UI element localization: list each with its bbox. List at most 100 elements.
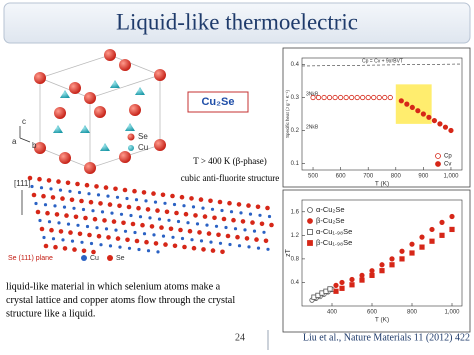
axis-label: b <box>32 141 37 150</box>
cu-atom <box>144 199 148 203</box>
data-point <box>442 124 449 130</box>
data-point <box>419 244 425 250</box>
se-atom <box>62 246 68 251</box>
cu-atom <box>53 125 63 133</box>
se-atom <box>84 182 90 188</box>
data-point <box>333 282 339 288</box>
data-point <box>399 248 405 254</box>
se-atom <box>60 196 65 201</box>
se-atom <box>121 220 126 226</box>
data-point <box>419 234 425 240</box>
se-atom <box>45 210 50 216</box>
cu-atom <box>118 245 122 249</box>
se-atom <box>83 215 88 221</box>
se-atom <box>160 192 166 198</box>
se-atom <box>164 209 170 215</box>
x-tick-label: 900 <box>418 174 429 180</box>
se-atom <box>113 186 118 192</box>
data-point <box>315 94 322 101</box>
cu-atom <box>172 202 177 207</box>
y-tick-label: 0.2 <box>291 128 300 134</box>
cu-atom <box>214 224 219 228</box>
cu-atom <box>110 80 120 88</box>
data-point <box>415 108 421 114</box>
se-atom <box>102 218 107 223</box>
se-atom <box>151 191 156 196</box>
plot-area <box>301 199 463 307</box>
se-atom <box>217 199 223 205</box>
se-atom <box>34 72 46 84</box>
data-point <box>359 277 365 283</box>
cu-atom <box>163 201 167 205</box>
cu-atom <box>95 226 99 230</box>
data-point <box>339 279 345 286</box>
data-point <box>382 94 388 101</box>
se-atom <box>103 185 109 190</box>
axis-arrow <box>19 137 31 143</box>
data-point <box>439 219 445 225</box>
cu-atom <box>80 240 84 244</box>
legend-label: Cp <box>444 154 452 160</box>
cu-atom <box>30 184 34 189</box>
se-atom <box>221 216 227 222</box>
se-atom <box>96 233 102 239</box>
cu-atom <box>43 203 48 207</box>
cu-atom <box>100 143 110 151</box>
se-atom <box>92 216 98 222</box>
se-atom <box>172 243 178 249</box>
cu-atom <box>157 217 162 221</box>
cu-atom <box>199 239 204 243</box>
se-atom <box>159 225 164 230</box>
se-atom <box>98 201 103 206</box>
legend-swatch <box>307 218 313 224</box>
se-atom <box>129 104 141 116</box>
se-atom <box>250 220 255 225</box>
data-point <box>398 98 404 104</box>
se-atom <box>216 232 221 238</box>
se-atom <box>107 202 113 207</box>
legend-label: β-Cu₁.₉₈Se <box>316 238 352 247</box>
y-tick-label: 1.6 <box>291 209 300 215</box>
cu-atom <box>57 221 61 225</box>
data-point <box>349 276 355 283</box>
data-point <box>365 94 371 101</box>
se-atom <box>269 222 274 228</box>
cu-atom <box>248 212 253 216</box>
charts: 500 600 700 800 900 1,000 0.1 0.2 0.3 0.4 T (K) Spe… <box>285 57 463 324</box>
se-atom <box>65 180 71 186</box>
y-axis-label: Specific heat (J g⁻¹ K⁻¹) <box>285 89 290 138</box>
cu-atom <box>110 211 114 215</box>
data-point <box>409 250 415 256</box>
cu-atom <box>87 192 91 196</box>
cu-atom <box>142 232 147 236</box>
cu-atom <box>262 230 266 234</box>
se-atom <box>125 237 130 243</box>
cu-atom <box>210 207 215 211</box>
cu-atom <box>119 212 124 216</box>
se-atom <box>43 243 49 249</box>
se-atom <box>210 248 216 253</box>
cu-atom <box>239 211 243 215</box>
data-point <box>343 94 349 101</box>
x-tick-label: 800 <box>391 174 402 180</box>
se-atom <box>91 249 96 255</box>
se-atom <box>75 181 80 187</box>
se-atom <box>144 239 149 245</box>
se-atom <box>170 193 175 199</box>
se-atom <box>88 199 94 205</box>
se-atom <box>201 247 206 252</box>
se-atom <box>182 244 187 250</box>
data-point <box>409 104 415 111</box>
data-point <box>439 232 445 238</box>
se-atom <box>263 238 269 244</box>
se-atom <box>178 227 183 233</box>
cu-atom <box>176 219 181 224</box>
se-atom <box>104 49 116 61</box>
legend-swatch <box>107 255 113 261</box>
x-tick-label: 600 <box>336 174 347 180</box>
x-tick-label: 600 <box>367 310 378 316</box>
cu-atom <box>247 245 251 249</box>
cu-atom <box>61 238 65 242</box>
cu-atom <box>108 244 113 248</box>
data-point <box>409 241 415 247</box>
